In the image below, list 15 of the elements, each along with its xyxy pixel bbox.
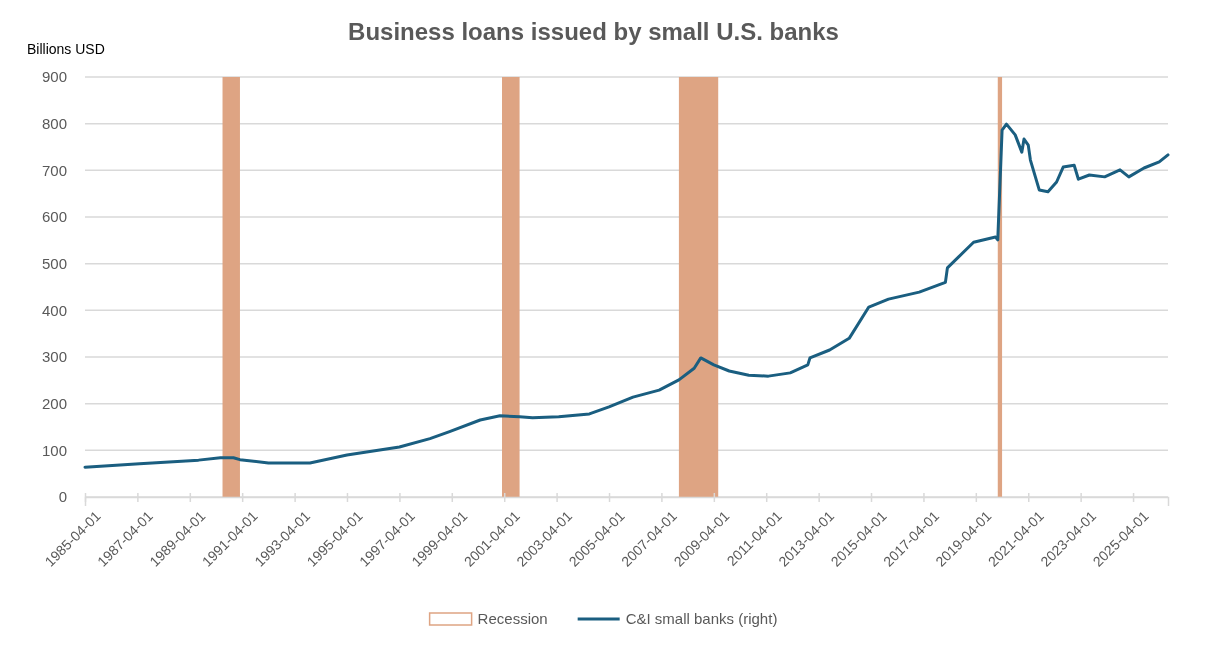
legend-label: Recession	[477, 610, 548, 627]
chart-title: Business loans issued by small U.S. banks	[348, 18, 839, 45]
y-tick-label: 500	[41, 254, 67, 272]
y-tick-label: 200	[41, 394, 67, 412]
y-tick-label: 700	[41, 161, 67, 179]
line-series	[83, 122, 1170, 469]
y-tick-label: 400	[41, 301, 67, 319]
y-tick-label: 600	[41, 208, 67, 226]
y-tick-label: 100	[41, 441, 67, 459]
y-axis-title: Billions USD	[27, 41, 105, 57]
y-tick-label: 0	[58, 488, 67, 506]
y-tick-label: 300	[41, 348, 67, 366]
legend-label: C&I small banks (right)	[625, 610, 778, 627]
y-tick-label: 800	[41, 114, 67, 132]
y-tick-label: 900	[41, 68, 67, 86]
